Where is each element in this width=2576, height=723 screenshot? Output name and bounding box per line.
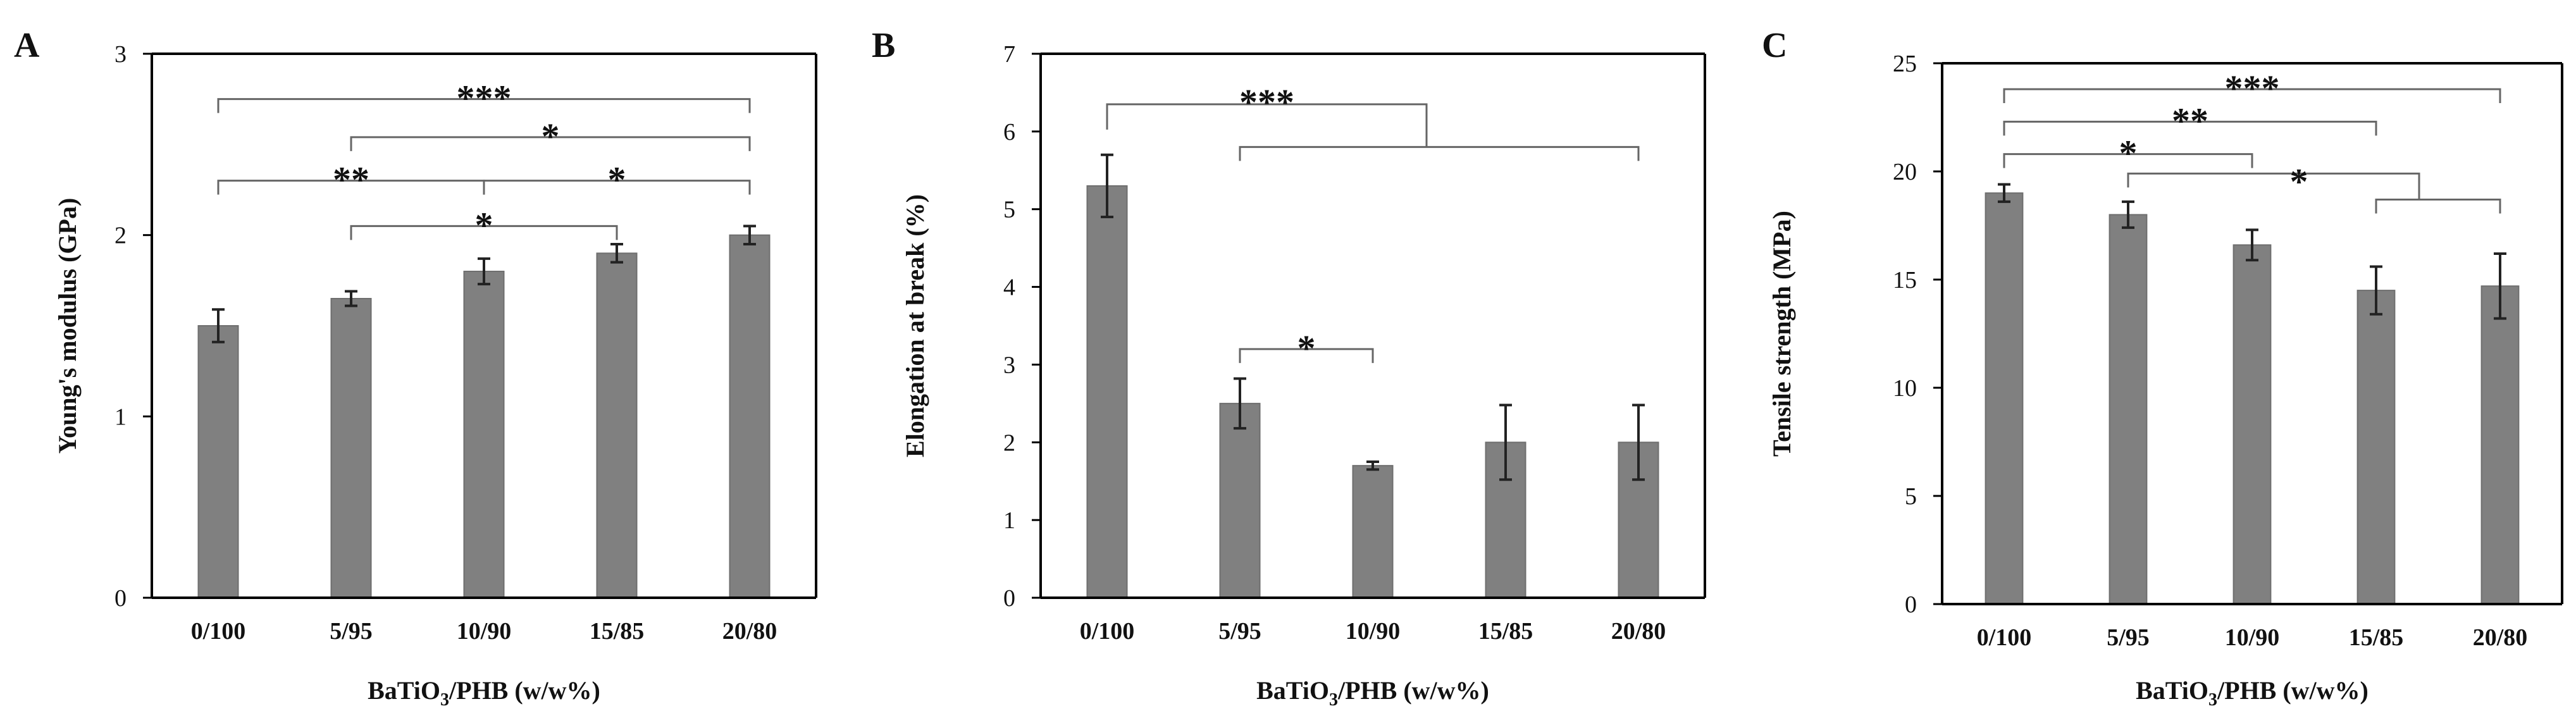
y-tick-label: 7 [1003, 41, 1015, 68]
significance-bracket: * [350, 116, 751, 157]
bar-10/90 [463, 271, 505, 598]
significance-bracket: ** [217, 159, 485, 201]
error-bar [2494, 252, 2506, 320]
significance-bracket: * [2003, 133, 2253, 174]
x-tick-label: 10/90 [1346, 618, 1401, 645]
significance-label: * [475, 204, 493, 245]
significance-bracket: * [483, 159, 751, 201]
error-bar [345, 290, 357, 307]
bar-10/90 [2232, 244, 2272, 605]
error-bar [2122, 200, 2134, 229]
x-tick-label: 20/80 [722, 618, 777, 645]
bar-0/100 [1086, 185, 1128, 599]
error-bar [212, 308, 225, 343]
y-axis-title: Tensile strength (MPa) [1768, 211, 1796, 457]
y-tick-label: 20 [1893, 159, 1917, 185]
y-tick-label: 0 [115, 585, 127, 612]
y-tick-label: 2 [1003, 429, 1015, 456]
significance-bracket: * [1239, 328, 1374, 369]
x-tick-label: 20/80 [1611, 618, 1666, 645]
x-tick-label: 15/85 [2349, 624, 2404, 651]
significance-bracket: *** [1106, 82, 1640, 161]
x-tick-label: 5/95 [2107, 624, 2150, 651]
bar-20/80 [2480, 285, 2520, 605]
bar-5/95 [330, 298, 372, 598]
error-bar [1632, 404, 1645, 481]
x-tick-label: 5/95 [1218, 618, 1261, 645]
significance-label: *** [2225, 68, 2280, 109]
significance-label: *** [1239, 82, 1294, 123]
error-bar [1998, 183, 2010, 203]
y-axis-title: Young's modulus (GPa) [53, 198, 82, 454]
x-tick-label: 0/100 [1977, 624, 2032, 651]
y-tick-label: 25 [1893, 51, 1917, 77]
y-tick-label: 0 [1003, 585, 1015, 612]
bar-5/95 [2108, 214, 2148, 605]
x-tick-label: 15/85 [590, 618, 645, 645]
x-tick-label: 0/100 [191, 618, 246, 645]
significance-bracket: * [350, 204, 618, 245]
error-bar [1499, 404, 1512, 481]
error-bar [1366, 460, 1379, 471]
significance-label: * [542, 116, 560, 157]
x-axis-title: BaTiO3/PHB (w/w%) [1256, 676, 1489, 710]
y-tick-label: 3 [1003, 352, 1015, 378]
y-tick-label: 0 [1905, 591, 1917, 618]
y-tick-label: 5 [1003, 197, 1015, 223]
error-bar [610, 243, 623, 264]
panel-b: B 0/100 5/95 10/90 15/85 20/80 0 1 2 3 4 5 6 7 BaTiO3/… [872, 26, 1706, 710]
significance-bracket: ** [2003, 100, 2377, 141]
error-bar [2370, 265, 2382, 316]
x-tick-label: 20/80 [2473, 624, 2528, 651]
significance-label: ** [333, 159, 369, 201]
x-tick-label: 15/85 [1478, 618, 1533, 645]
y-tick-label: 15 [1893, 267, 1917, 294]
y-tick-label: 10 [1893, 375, 1917, 402]
bar-10/90 [1352, 465, 1394, 599]
error-bar [743, 225, 756, 245]
y-tick-label: 4 [1003, 275, 1015, 301]
x-tick-label: 5/95 [330, 618, 373, 645]
bar-20/80 [729, 234, 771, 598]
y-tick-label: 5 [1905, 483, 1917, 510]
x-axis-title: BaTiO3/PHB (w/w%) [368, 676, 600, 710]
panel-letter: C [1762, 26, 1787, 65]
bar-0/100 [1985, 192, 2024, 605]
y-tick-label: 1 [1003, 507, 1015, 534]
bar-15/85 [596, 252, 638, 599]
x-tick-label: 0/100 [1080, 618, 1135, 645]
significance-bracket: * [2127, 161, 2501, 214]
significance-label: *** [457, 78, 512, 119]
y-tick-label: 6 [1003, 119, 1015, 145]
significance-label: * [2290, 161, 2308, 202]
x-axis-title: BaTiO3/PHB (w/w%) [2136, 676, 2369, 710]
x-tick-label: 10/90 [457, 618, 512, 645]
significance-label: * [2119, 133, 2138, 174]
panel-letter: B [872, 26, 895, 65]
significance-label: * [1297, 328, 1316, 369]
significance-bracket: *** [217, 78, 751, 119]
error-bar [2246, 228, 2258, 262]
panel-c: C 0/100 5/95 10/90 15/85 20/80 0 5 10 15 20 25 BaTiO… [1762, 26, 2563, 710]
error-bar [478, 257, 490, 286]
bar-5/95 [1219, 402, 1261, 598]
significance-label: ** [2172, 100, 2208, 141]
y-tick-label: 3 [115, 41, 127, 68]
significance-bracket: *** [2003, 68, 2501, 109]
panel-letter: A [14, 26, 40, 65]
bar-0/100 [197, 325, 239, 598]
panel-a: A 0/100 5/95 10/90 15/85 20/80 0 1 2 3 BaTiO3/PHB … [14, 26, 817, 710]
y-tick-label: 1 [115, 404, 127, 430]
x-tick-label: 10/90 [2225, 624, 2280, 651]
bar-15/85 [2356, 290, 2396, 605]
significance-label: * [608, 159, 626, 201]
error-bar [1234, 377, 1246, 430]
y-axis-title: Elongation at break (%) [901, 194, 929, 457]
y-tick-label: 2 [115, 223, 127, 249]
error-bar [1101, 153, 1113, 218]
